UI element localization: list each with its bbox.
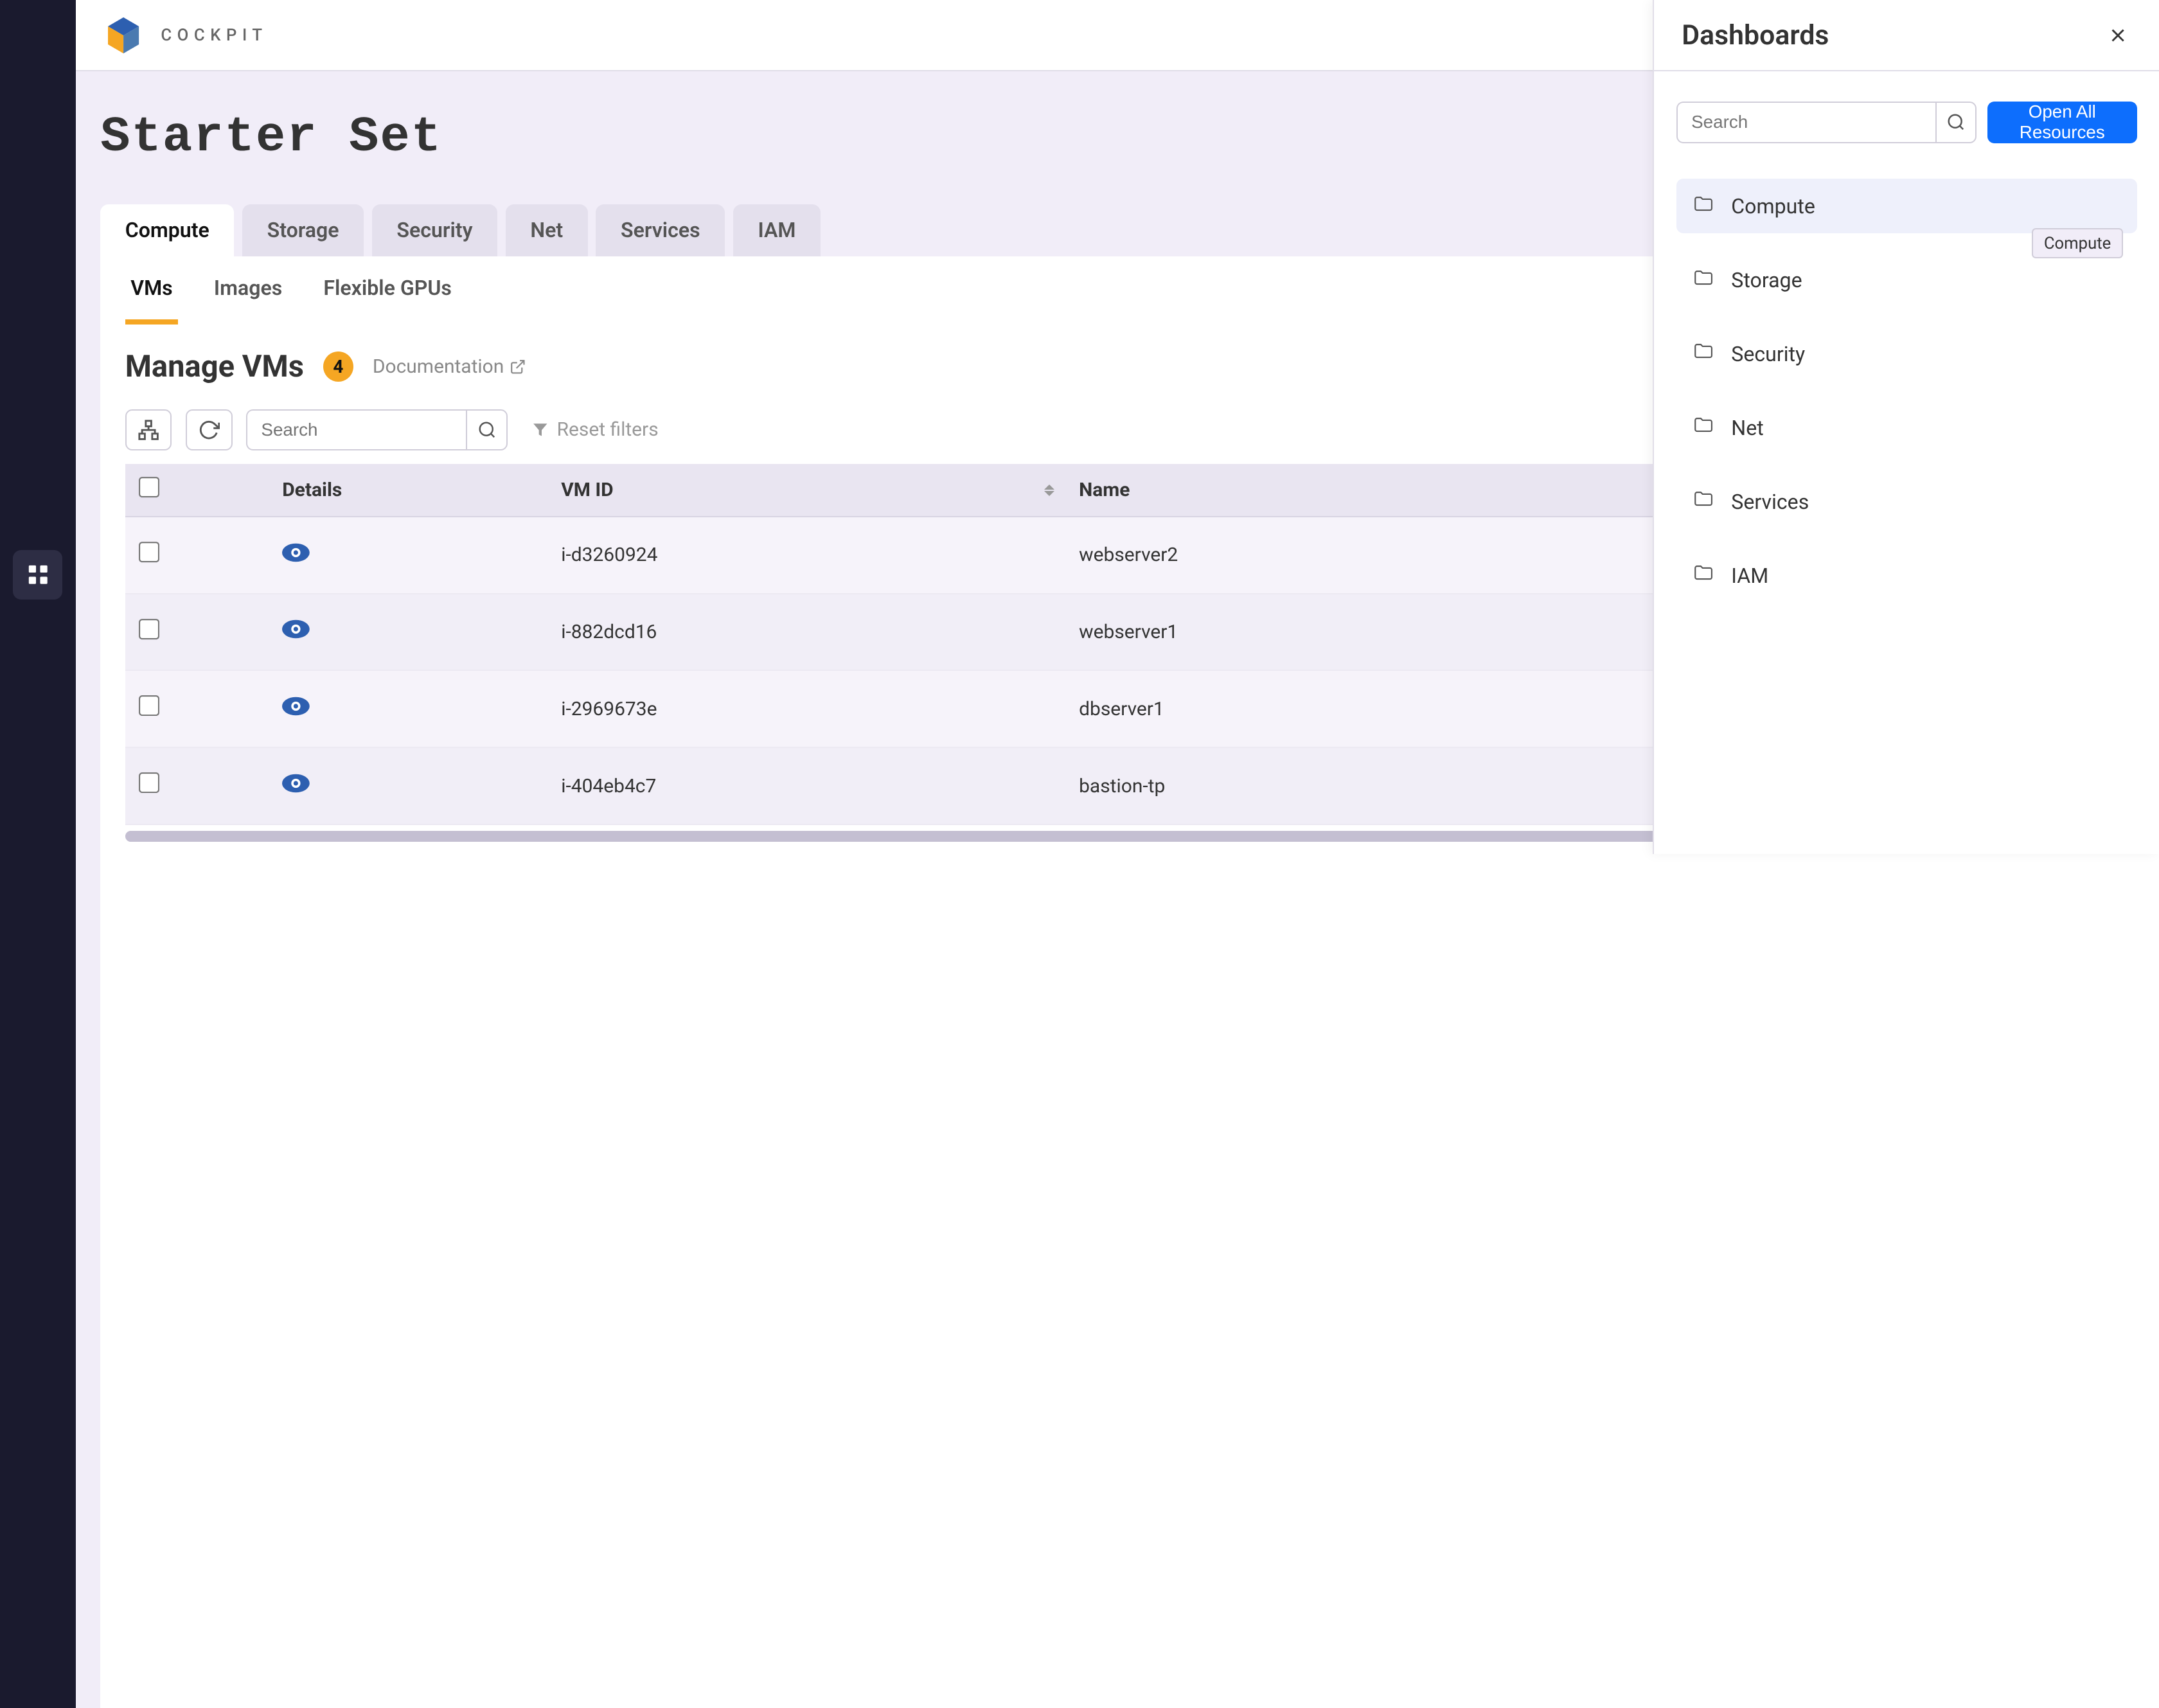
dashboard-item-services[interactable]: Services [1676, 474, 2137, 529]
close-drawer-button[interactable] [2104, 21, 2131, 49]
folder-icon [1693, 414, 1714, 441]
vm-count-badge: 4 [323, 351, 353, 382]
folder-icon [1693, 267, 1714, 294]
column-checkbox [125, 464, 269, 516]
details-button[interactable] [282, 621, 310, 644]
filter-icon [532, 422, 549, 438]
primary-tab-storage[interactable]: Storage [242, 204, 364, 256]
brand-name: COCKPIT [161, 26, 267, 45]
table-search-button[interactable] [466, 409, 507, 450]
cell-vm-id: i-882dcd16 [547, 594, 1065, 671]
drawer-search-button[interactable] [1935, 102, 1977, 143]
cell-vm-id: i-d3260924 [547, 517, 1065, 594]
details-button[interactable] [282, 545, 310, 567]
primary-tab-iam[interactable]: IAM [733, 204, 821, 256]
table-search-input[interactable] [246, 409, 466, 450]
primary-tab-security[interactable]: Security [372, 204, 497, 256]
dashboard-item-security[interactable]: Security [1676, 326, 2137, 381]
logo-mark-icon [103, 15, 144, 56]
left-rail [0, 0, 76, 1708]
folder-icon [1693, 488, 1714, 515]
refresh-icon [198, 419, 220, 441]
column-details: Details [269, 464, 547, 516]
drawer-title: Dashboards [1682, 19, 1829, 51]
folder-icon [1693, 562, 1714, 589]
row-checkbox[interactable] [139, 618, 161, 640]
close-icon [2107, 24, 2129, 46]
primary-tab-services[interactable]: Services [596, 204, 725, 256]
open-all-resources-button[interactable]: Open All Resources [1987, 102, 2137, 143]
external-link-icon [510, 359, 526, 375]
cell-vm-id: i-2969673e [547, 670, 1065, 747]
hierarchy-icon [138, 419, 159, 441]
secondary-tab-vms[interactable]: VMs [125, 256, 179, 325]
select-all-checkbox[interactable] [139, 476, 161, 498]
documentation-link[interactable]: Documentation [373, 355, 526, 378]
search-icon [477, 420, 497, 440]
refresh-button[interactable] [186, 409, 233, 450]
dashboard-item-storage[interactable]: Storage [1676, 253, 2137, 307]
primary-tab-compute[interactable]: Compute [100, 204, 234, 256]
search-icon [1946, 112, 1966, 132]
folder-icon [1693, 193, 1714, 220]
dashboards-toggle-button[interactable] [13, 550, 62, 600]
sort-icon [1044, 484, 1054, 495]
column-vm-id[interactable]: VM ID [547, 464, 1065, 516]
dashboards-drawer: Dashboards Open All Resources Compute Sto… [1653, 0, 2159, 854]
folder-icon [1693, 340, 1714, 367]
reset-filters-button[interactable]: Reset filters [532, 418, 659, 441]
secondary-tab-flexible-gpus[interactable]: Flexible GPUs [318, 256, 458, 325]
secondary-tab-images[interactable]: Images [208, 256, 287, 325]
details-button[interactable] [282, 698, 310, 721]
details-button[interactable] [282, 776, 310, 798]
row-checkbox[interactable] [139, 695, 161, 717]
dashboard-item-net[interactable]: Net [1676, 400, 2137, 455]
manage-vms-title: Manage VMs [125, 349, 304, 384]
primary-tab-net[interactable]: Net [506, 204, 588, 256]
brand-logo[interactable]: COCKPIT [103, 15, 267, 56]
dashboard-item-compute[interactable]: Compute [1676, 179, 2137, 233]
dashboard-item-iam[interactable]: IAM [1676, 548, 2137, 603]
hierarchy-button[interactable] [125, 409, 172, 450]
drawer-search-input[interactable] [1676, 102, 1935, 143]
row-checkbox[interactable] [139, 772, 161, 794]
row-checkbox[interactable] [139, 541, 161, 563]
cell-vm-id: i-404eb4c7 [547, 747, 1065, 824]
